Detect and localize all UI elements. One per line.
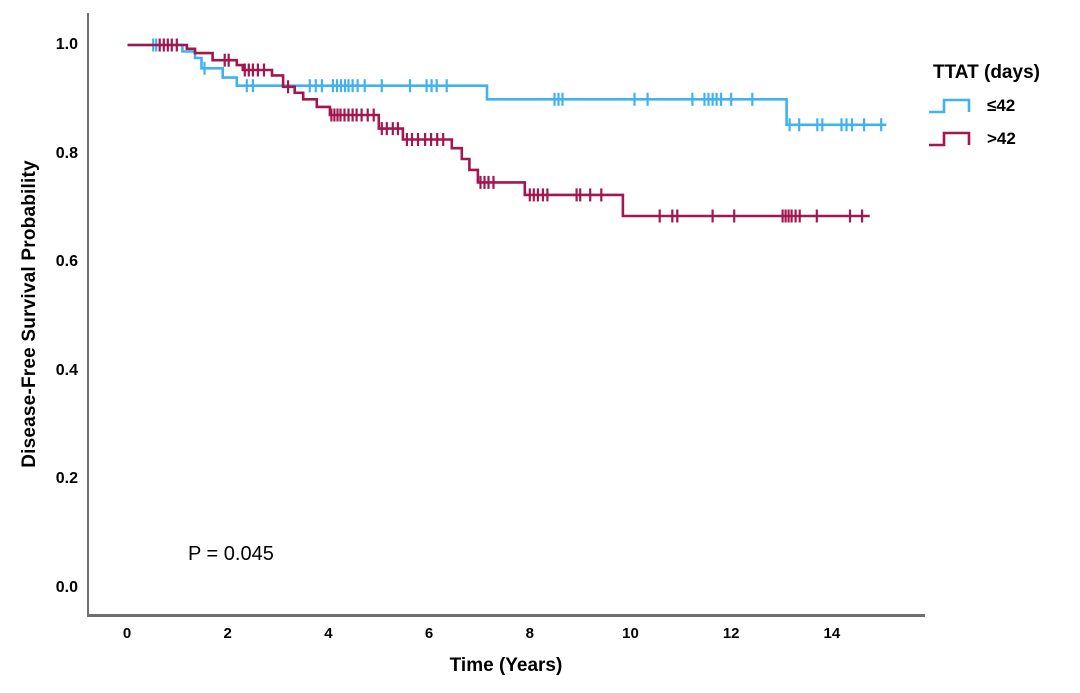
- x-tick-label: 2: [223, 625, 232, 642]
- survival-curve-gt42: [128, 43, 870, 218]
- y-tick-label: 0.8: [55, 144, 78, 162]
- x-tick-label: 4: [324, 625, 333, 642]
- legend-label-gt42: >42: [987, 129, 1016, 148]
- x-tick-label: 12: [722, 625, 740, 642]
- y-axis-line: [87, 13, 89, 615]
- y-tick-label: 0.2: [55, 470, 78, 488]
- y-tick-label: 0.4: [55, 361, 78, 379]
- y-tick-label: 0.6: [55, 253, 78, 271]
- legend-swatch-le42-icon: [929, 98, 971, 114]
- legend-entry-gt42: >42: [928, 127, 1040, 151]
- legend-title: TTAT (days): [933, 62, 1040, 83]
- x-axis-line: [87, 614, 925, 617]
- x-tick-label: 0: [122, 625, 132, 642]
- legend-swatch-gt42-icon: [929, 131, 971, 147]
- y-tick-label: 0.0: [55, 579, 78, 596]
- legend-label-le42: ≤42: [987, 96, 1016, 115]
- x-tick-label: 10: [622, 625, 639, 642]
- step-line-icon: [929, 98, 971, 114]
- y-tick-label: 1.0: [55, 36, 78, 53]
- x-axis-title: Time (Years): [449, 655, 563, 676]
- legend-entry-le42: ≤42: [928, 94, 1040, 118]
- legend: TTAT (days) ≤42 >42: [928, 62, 1040, 151]
- survival-curve-le42: [127, 43, 887, 127]
- x-tick-label: 14: [823, 625, 841, 642]
- step-line-icon: [929, 131, 971, 147]
- p-value-annotation: P = 0.045: [188, 543, 274, 565]
- x-tick-label: 6: [424, 625, 434, 642]
- x-tick-label: 8: [525, 625, 534, 642]
